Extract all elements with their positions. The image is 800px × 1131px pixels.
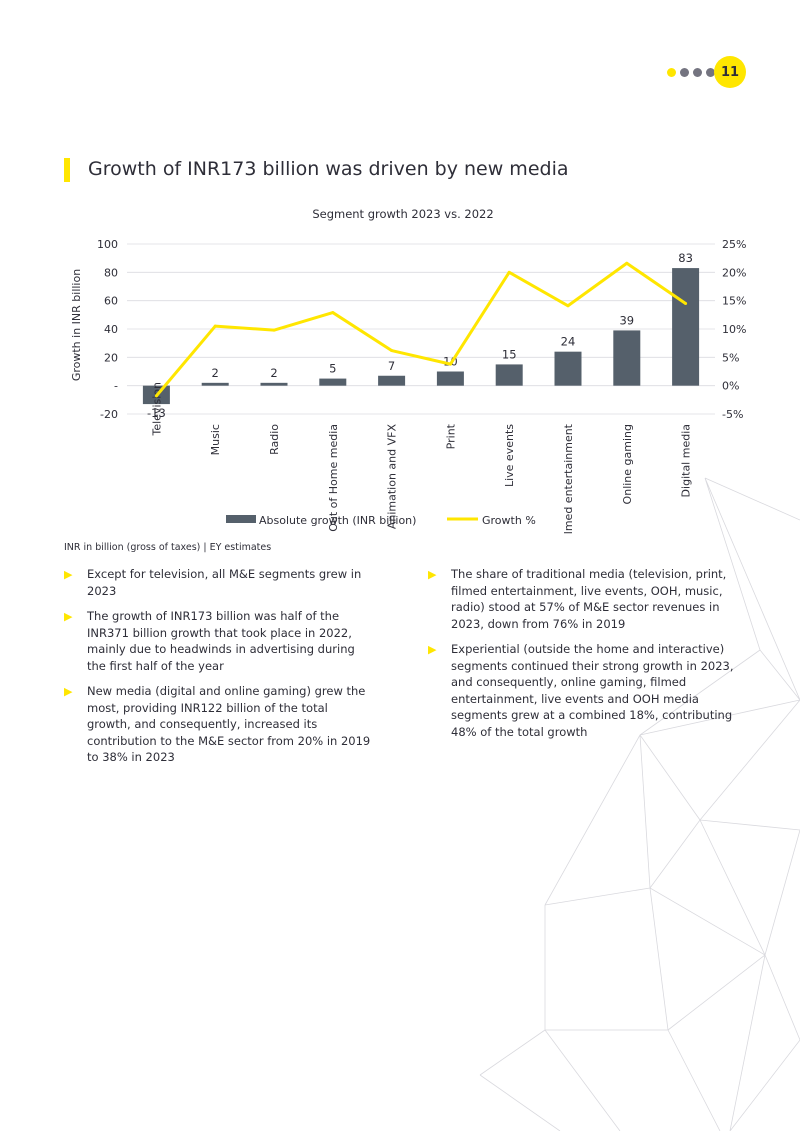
page-title: Growth of INR173 billion was driven by n… xyxy=(88,158,569,180)
growth-point xyxy=(154,394,158,398)
y-tick-label: 100 xyxy=(97,238,118,251)
bullet-item: ▶ The growth of INR173 billion was half o… xyxy=(64,608,374,674)
x-category-label: Animation and VFX xyxy=(386,424,399,530)
segment-growth-chart: Segment growth 2023 vs. 2022-20-20406080… xyxy=(70,207,746,535)
bullet-text: The growth of INR173 billion was half of… xyxy=(87,609,355,673)
growth-point xyxy=(213,324,217,328)
legend-label-line: Growth % xyxy=(482,514,536,527)
bullet-triangle-icon: ▶ xyxy=(64,685,73,698)
x-category-label: Television xyxy=(150,382,163,437)
x-category-label: Music xyxy=(209,424,222,455)
bar xyxy=(495,364,523,386)
x-category-label: Filmed entertainment xyxy=(562,423,575,535)
bar xyxy=(554,351,582,386)
growth-point xyxy=(684,302,688,305)
x-category-label: Online gaming xyxy=(621,424,634,504)
bullet-item: ▶ Experiential (outside the home and inte… xyxy=(428,641,738,740)
growth-point xyxy=(566,304,570,308)
y2-tick-label: 0% xyxy=(722,380,739,393)
bullet-list-left: ▶ Except for television, all M&E segments… xyxy=(64,566,374,775)
y2-tick-label: 15% xyxy=(722,295,746,308)
pager-dots xyxy=(667,68,715,77)
bullet-triangle-icon: ▶ xyxy=(428,643,437,656)
y2-tick-label: 10% xyxy=(722,323,746,336)
bar-data-label: 24 xyxy=(561,335,576,349)
bar-data-label: 2 xyxy=(212,366,219,380)
bar xyxy=(319,378,347,386)
pager-dot xyxy=(680,68,689,77)
bar xyxy=(201,382,229,386)
y2-tick-label: -5% xyxy=(722,408,743,421)
bullet-triangle-icon: ▶ xyxy=(64,610,73,623)
source-note: INR in billion (gross of taxes) | EY est… xyxy=(64,542,272,553)
bullet-triangle-icon: ▶ xyxy=(64,568,73,581)
y2-tick-label: 25% xyxy=(722,238,746,251)
growth-point xyxy=(448,362,452,366)
x-category-label: Print xyxy=(444,423,457,449)
bullet-text: The share of traditional media (televisi… xyxy=(451,567,727,631)
y-tick-label: -20 xyxy=(100,408,118,421)
growth-point xyxy=(331,311,335,315)
chart-title: Segment growth 2023 vs. 2022 xyxy=(312,207,493,221)
bar-data-label: 5 xyxy=(329,362,336,376)
bullet-item: ▶ Except for television, all M&E segments… xyxy=(64,566,374,599)
bullet-triangle-icon: ▶ xyxy=(428,568,437,581)
bullet-list-right: ▶ The share of traditional media (televis… xyxy=(428,566,738,749)
bar-data-label: -13 xyxy=(147,406,166,420)
growth-point xyxy=(272,328,276,332)
x-category-label: Out of Home media xyxy=(327,424,340,532)
y-tick-label: 20 xyxy=(104,351,118,364)
bullet-text: Except for television, all M&E segments … xyxy=(87,567,362,598)
bar xyxy=(672,268,700,386)
bar-data-label: 83 xyxy=(678,251,693,265)
bullet-item: ▶ New media (digital and online gaming) g… xyxy=(64,683,374,766)
page-number-badge: 11 xyxy=(714,56,746,88)
growth-line xyxy=(155,261,687,397)
bar xyxy=(436,371,464,386)
y-tick-label: 80 xyxy=(104,266,118,279)
pager-dot xyxy=(706,68,715,77)
y-tick-label: 40 xyxy=(104,323,118,336)
bar-data-label: 7 xyxy=(388,359,395,373)
x-category-label: Radio xyxy=(268,424,281,455)
bullet-text: New media (digital and online gaming) gr… xyxy=(87,684,371,764)
bar xyxy=(613,330,641,386)
bullet-text: Experiential (outside the home and inter… xyxy=(451,642,734,739)
y-axis-label: Growth in INR billion xyxy=(70,269,83,381)
growth-point xyxy=(625,261,629,265)
pager-dot-active xyxy=(667,68,676,77)
x-category-label: Live events xyxy=(503,424,516,487)
bar-data-label: 15 xyxy=(502,347,517,361)
title-accent-bar xyxy=(64,158,70,182)
legend-label-bar: Absolute growth (INR billion) xyxy=(259,514,416,527)
bullet-item: ▶ The share of traditional media (televis… xyxy=(428,566,738,632)
pager-dot xyxy=(693,68,702,77)
bar-data-label: 2 xyxy=(270,366,277,380)
y2-tick-label: 20% xyxy=(722,266,746,279)
y2-tick-label: 5% xyxy=(722,351,739,364)
y-tick-label: 60 xyxy=(104,295,118,308)
bar-data-label: 39 xyxy=(619,313,634,327)
growth-point xyxy=(507,270,511,274)
x-category-label: Digital media xyxy=(680,424,693,497)
bar xyxy=(378,375,406,386)
growth-point xyxy=(390,349,394,353)
legend-swatch-bar xyxy=(226,515,256,523)
bar xyxy=(260,382,288,386)
y-tick-label: - xyxy=(114,380,118,393)
